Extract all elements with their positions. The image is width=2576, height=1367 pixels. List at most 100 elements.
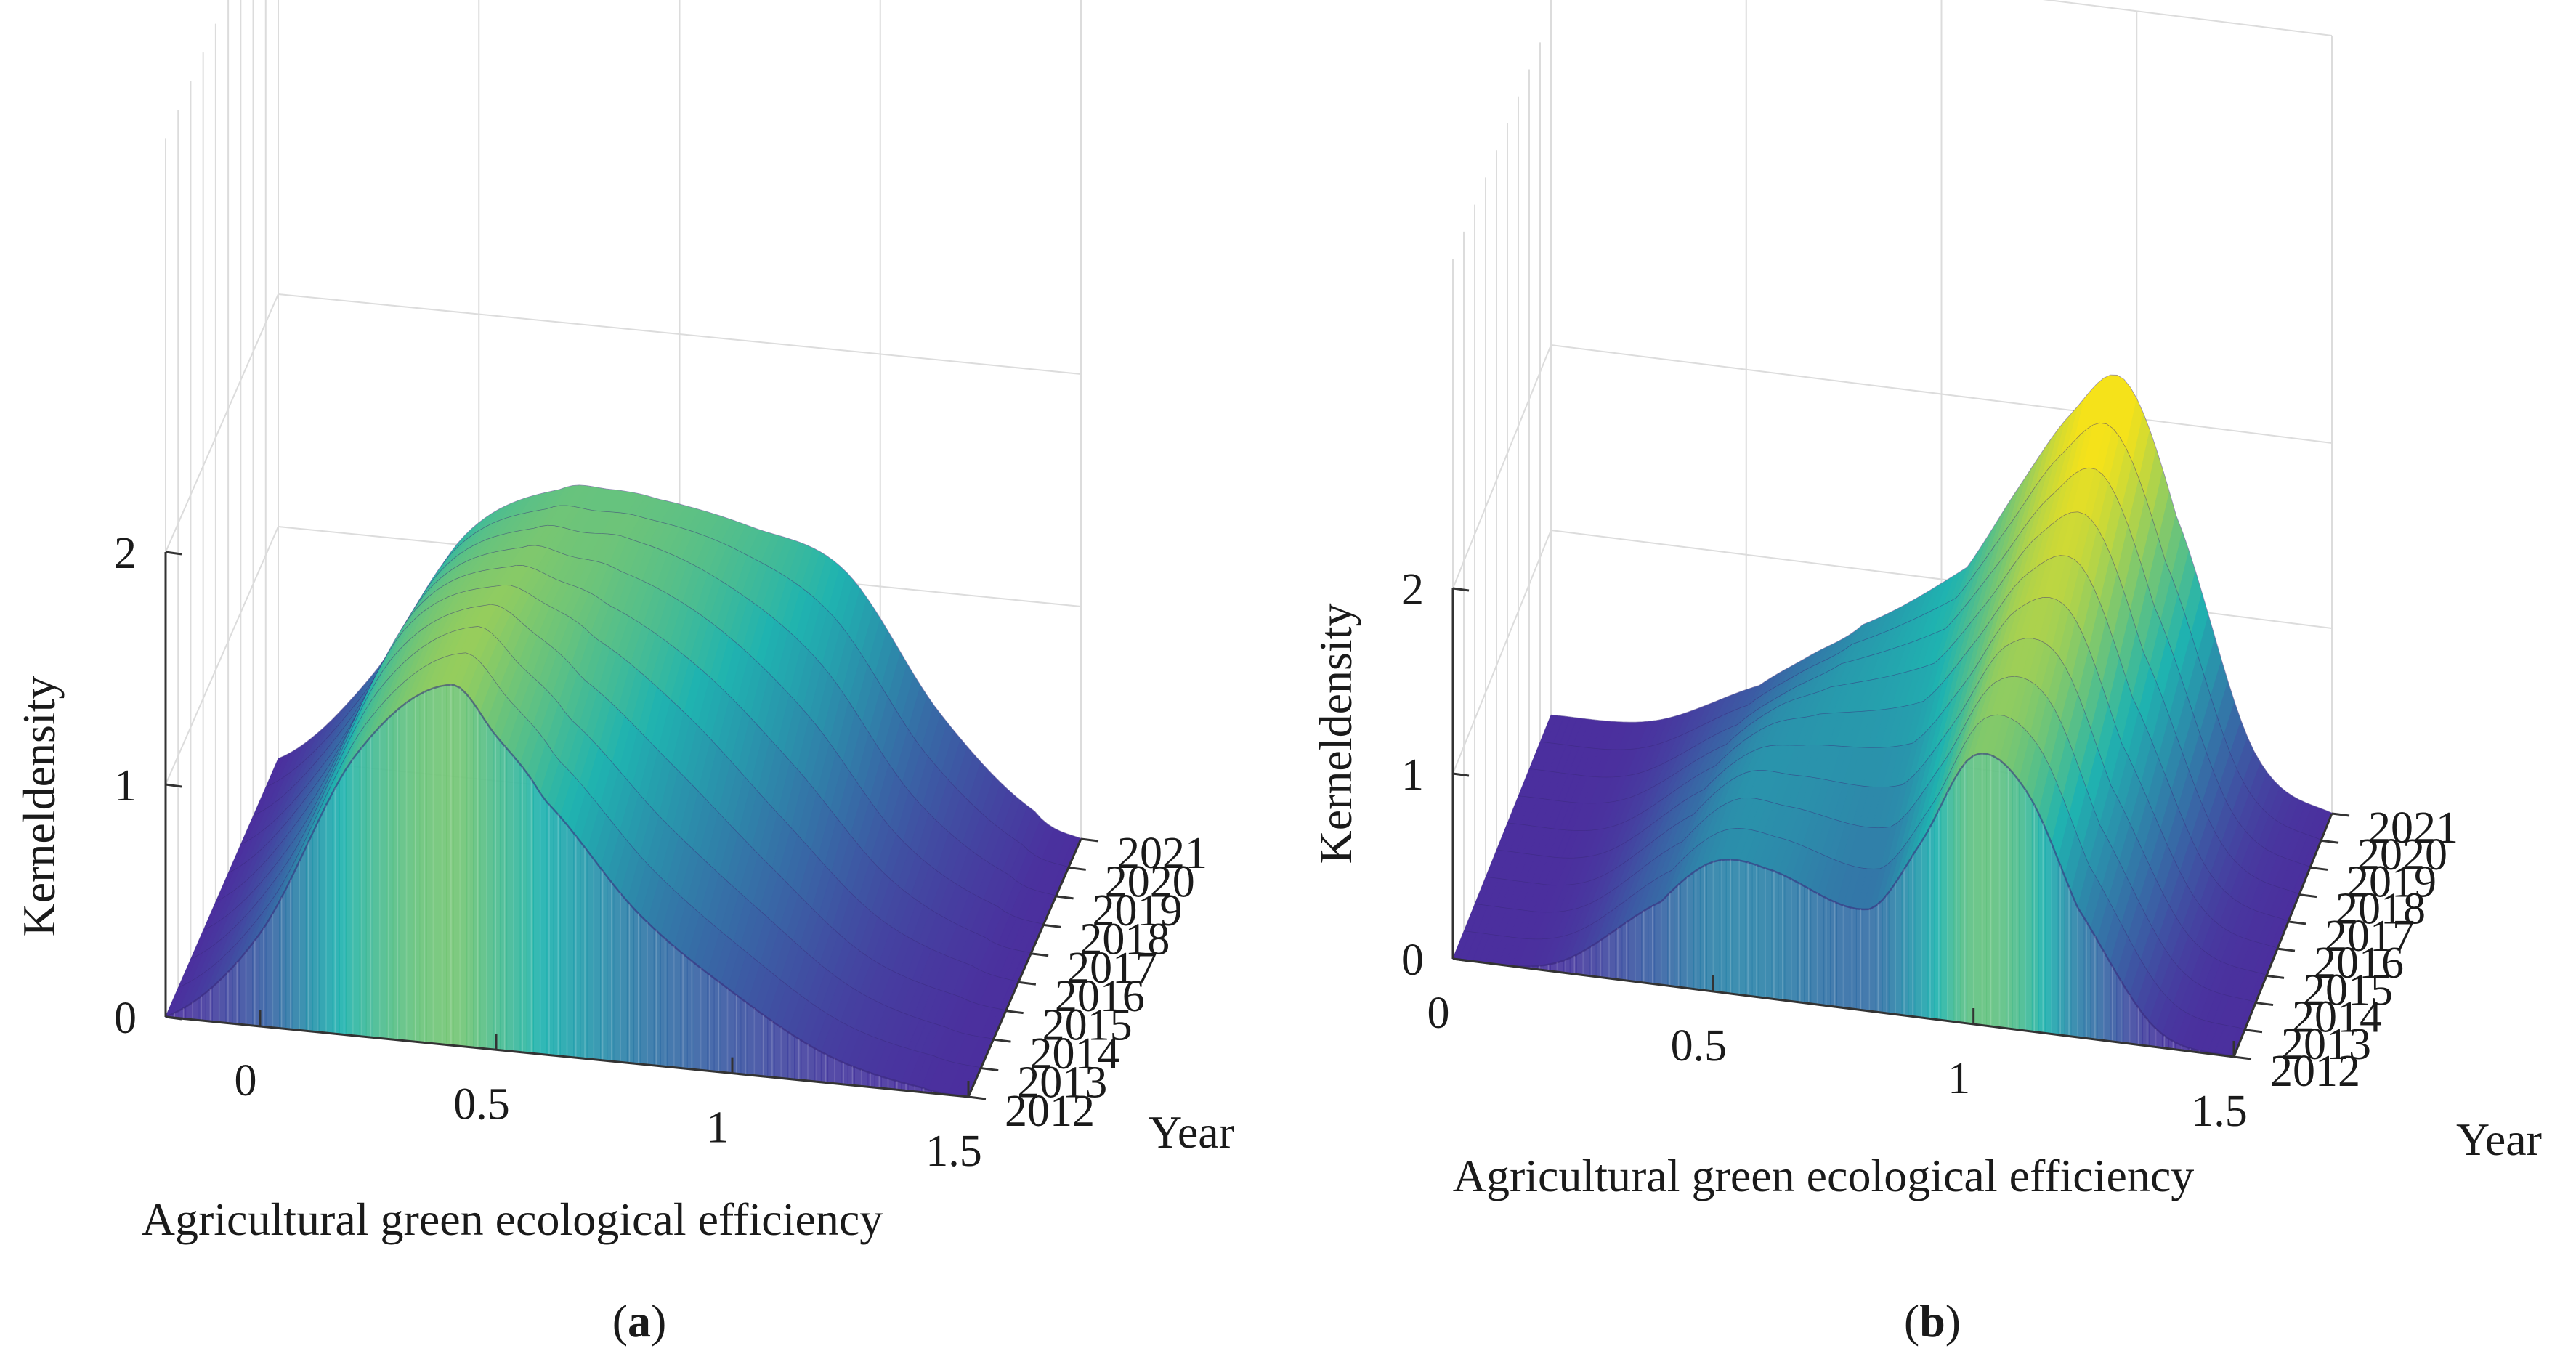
year-tick-mark — [993, 1038, 1011, 1043]
curtain-strip — [372, 726, 381, 1039]
curtain-strip — [1615, 924, 1623, 981]
year-tick-label: 2016 — [2314, 938, 2404, 988]
curtain-strip — [540, 792, 548, 1055]
curtain-strip — [2057, 859, 2065, 1037]
curtain-strip — [513, 755, 521, 1053]
curtain-strip — [1927, 818, 1935, 1020]
curtain-strip — [827, 1055, 835, 1084]
curtain-strip — [693, 962, 702, 1071]
curtain-strip — [246, 942, 254, 1026]
curtain-strip — [453, 684, 461, 1047]
curtain-strip — [2097, 938, 2105, 1042]
year-tick-mark — [1043, 923, 1061, 928]
curtain-strip — [219, 973, 227, 1023]
year-tick-label: 2019 — [1093, 886, 1183, 936]
year-tick-mark — [2309, 866, 2328, 871]
curtain-strip — [1654, 901, 1662, 986]
curtain-strip — [406, 697, 414, 1042]
curtain-strip — [1888, 882, 1896, 1015]
curtain-strip — [807, 1044, 815, 1082]
curtain-strip — [1589, 942, 1597, 978]
curtain-strip — [1999, 759, 2006, 1029]
year-tick-label: 2021 — [1117, 829, 1207, 878]
year-tick-mark — [2266, 974, 2285, 979]
panel-b-hatch — [1461, 753, 2226, 1056]
curtain-strip — [794, 1035, 802, 1081]
year-tick-label: 2012 — [1005, 1087, 1095, 1136]
curtain-strip — [1738, 860, 1746, 997]
curtain-strip — [1843, 904, 1850, 1010]
x-tick-label: 0.5 — [453, 1079, 510, 1129]
curtain-strip — [432, 686, 441, 1045]
curtain-strip — [1745, 861, 1753, 997]
curtain-strip — [325, 792, 333, 1034]
curtain-strip — [734, 992, 742, 1075]
year-tick-mark — [1080, 837, 1099, 843]
curtain-strip — [834, 1058, 842, 1085]
curtain-strip — [1725, 859, 1733, 994]
x-tick-label: 0 — [1427, 989, 1450, 1038]
year-tick-label: 2014 — [2292, 993, 2382, 1042]
curtain-strip — [1608, 929, 1616, 980]
curtain-strip — [479, 711, 487, 1050]
curtain-strip — [392, 707, 400, 1041]
curtain-strip — [600, 867, 608, 1062]
curtain-strip — [633, 907, 641, 1065]
panel-a-tag: (a) — [612, 1295, 667, 1347]
curtain-strip — [399, 702, 407, 1042]
curtain-strip — [761, 1012, 769, 1078]
year-tick-label: 2018 — [2336, 885, 2426, 934]
curtain-strip — [386, 713, 394, 1040]
curtain-strip — [667, 939, 675, 1068]
curtain-strip — [1693, 867, 1701, 991]
curtain-strip — [2038, 813, 2046, 1034]
curtain-strip — [419, 690, 427, 1044]
year-tick-mark — [2277, 947, 2296, 952]
curtain-strip — [2012, 771, 2020, 1031]
curtain-strip — [2083, 916, 2091, 1039]
z-tick-label: 2 — [1401, 565, 1424, 614]
panel-b-axes: 01200.511.520122013201420152016201720182… — [1310, 565, 2542, 1201]
year-tick-label: 2017 — [2325, 912, 2415, 961]
x-tick-label: 1 — [707, 1103, 729, 1153]
curtain-strip — [774, 1022, 782, 1079]
curtain-strip — [1914, 840, 1922, 1018]
curtain-strip — [814, 1047, 822, 1083]
curtain-strip — [379, 718, 387, 1039]
z-tick-mark — [165, 1015, 182, 1021]
curtain-strip — [780, 1026, 788, 1079]
curtain-strip — [519, 763, 527, 1054]
curtain-strip — [559, 816, 567, 1058]
curtain-strip — [1993, 755, 2000, 1029]
curtain-strip — [1667, 888, 1675, 987]
curtain-strip — [272, 900, 280, 1029]
curtain-strip — [740, 997, 748, 1076]
panel-a-hatch — [174, 684, 960, 1096]
curtain-strip — [2005, 764, 2013, 1030]
curtain-strip — [1797, 882, 1805, 1004]
year-tick-mark — [2244, 1029, 2263, 1034]
curtain-strip — [673, 945, 681, 1069]
y-axis-line — [2232, 813, 2333, 1058]
curtain-strip — [279, 888, 287, 1030]
curtain-strip — [1934, 805, 1942, 1021]
y-axis-label: Year — [1149, 1106, 1234, 1158]
z-tick-label: 2 — [114, 529, 137, 578]
curtain-strip — [620, 892, 628, 1063]
curtain-strip — [312, 818, 320, 1033]
year-tick-mark — [2233, 1055, 2252, 1060]
x-tick-label: 0.5 — [1671, 1021, 1728, 1071]
curtain-strip — [1810, 889, 1818, 1005]
z-tick-mark — [1452, 587, 1470, 592]
curtain-strip — [446, 684, 454, 1046]
curtain-strip — [640, 914, 648, 1066]
curtain-strip — [707, 972, 715, 1072]
curtain-strip — [1758, 865, 1766, 999]
series-ribbon-2013 — [1463, 676, 2256, 1031]
curtain-strip — [1621, 920, 1629, 981]
curtain-strip — [1680, 876, 1688, 989]
curtain-strip — [2064, 876, 2072, 1037]
curtain-strip — [567, 824, 575, 1058]
year-tick-mark — [1005, 1010, 1024, 1015]
